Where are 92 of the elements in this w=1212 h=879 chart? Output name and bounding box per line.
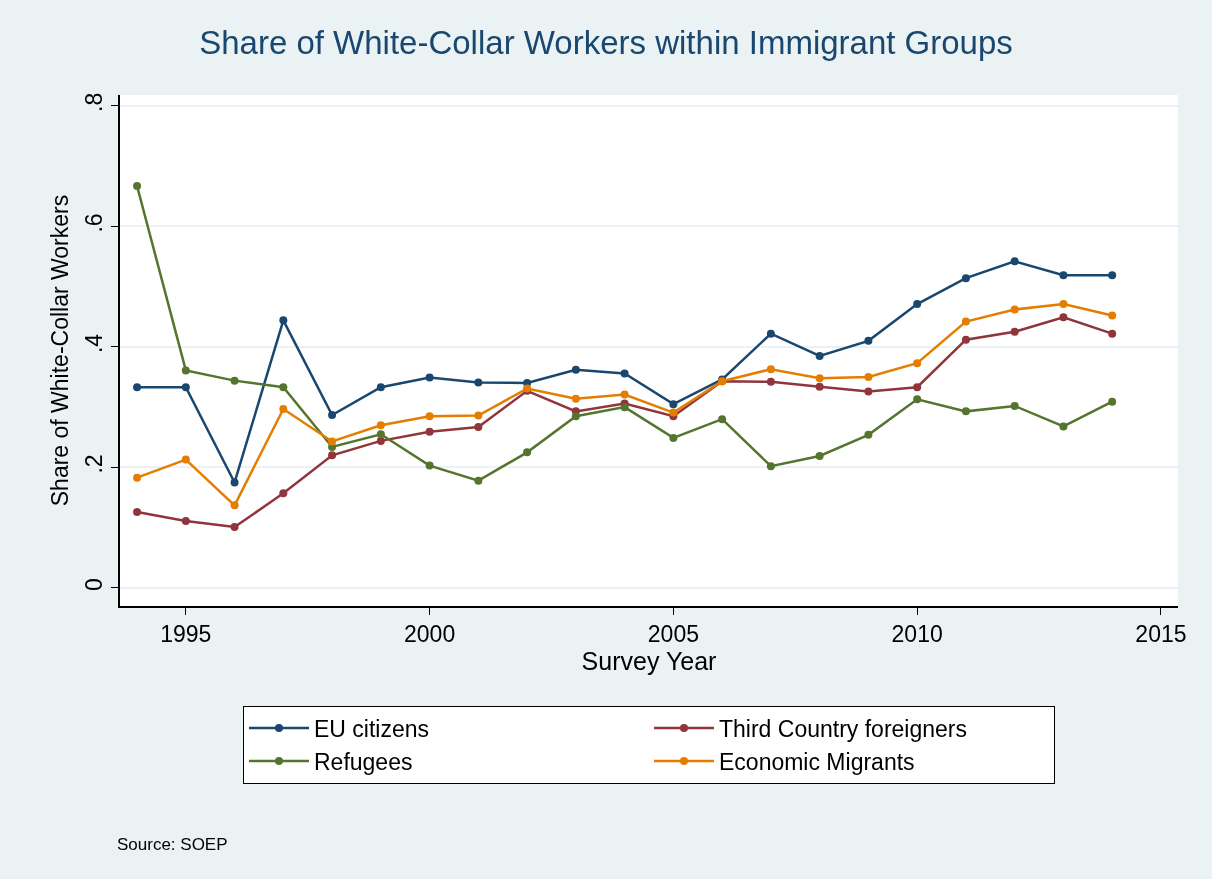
- point: [279, 404, 288, 413]
- point: [1108, 397, 1117, 406]
- x-tick-label: 2005: [647, 621, 699, 648]
- point: [230, 501, 239, 510]
- point: [766, 329, 775, 338]
- legend-label: Third Country foreigners: [719, 716, 967, 743]
- point: [328, 437, 337, 446]
- point: [913, 359, 922, 368]
- point: [961, 335, 970, 344]
- point: [230, 523, 239, 532]
- point: [523, 448, 532, 457]
- point: [230, 376, 239, 385]
- point: [913, 383, 922, 392]
- y-tick-label: .8: [81, 92, 108, 112]
- point: [425, 373, 434, 382]
- point: [571, 365, 580, 374]
- point: [279, 489, 288, 498]
- point: [815, 351, 824, 360]
- point: [961, 274, 970, 283]
- point: [864, 387, 873, 396]
- point: [376, 436, 385, 445]
- point: [913, 300, 922, 309]
- x-axis-title: Survey Year: [581, 647, 717, 676]
- point: [620, 403, 629, 412]
- point: [181, 455, 190, 464]
- y-tick-label: .4: [81, 333, 108, 354]
- point: [279, 316, 288, 325]
- point: [766, 365, 775, 374]
- point: [961, 407, 970, 416]
- point: [376, 421, 385, 430]
- point: [1059, 271, 1068, 280]
- point: [718, 415, 727, 424]
- point: [1010, 257, 1019, 266]
- point: [766, 462, 775, 471]
- point: [328, 410, 337, 419]
- point: [864, 336, 873, 345]
- point: [1108, 311, 1117, 320]
- legend-label: Refugees: [314, 748, 413, 775]
- point: [133, 383, 142, 392]
- legend-label: Economic Migrants: [719, 748, 915, 775]
- y-tick-label: 0: [81, 578, 108, 591]
- point: [425, 412, 434, 421]
- point: [376, 383, 385, 392]
- x-tick-label: 2010: [891, 621, 943, 648]
- point: [1059, 422, 1068, 431]
- point: [1010, 305, 1019, 314]
- point: [669, 408, 678, 417]
- point: [864, 373, 873, 382]
- point: [669, 400, 678, 409]
- point: [474, 423, 483, 432]
- point: [181, 366, 190, 375]
- point: [913, 395, 922, 404]
- y-tick-label: .6: [81, 213, 108, 233]
- x-tick-label: 2000: [404, 621, 456, 648]
- y-axis-title: Share of White-Collar Workers: [47, 194, 73, 507]
- point: [669, 433, 678, 442]
- point: [815, 451, 824, 460]
- point: [1059, 313, 1068, 322]
- point: [230, 478, 239, 487]
- x-tick-label: 2015: [1135, 621, 1187, 648]
- source-note: Source: SOEP: [117, 835, 228, 854]
- point: [279, 383, 288, 392]
- legend-label: EU citizens: [314, 716, 430, 743]
- point: [620, 390, 629, 399]
- point: [328, 451, 337, 460]
- y-tick-label: .2: [81, 454, 108, 474]
- point: [1010, 327, 1019, 336]
- point: [181, 383, 190, 392]
- point: [620, 369, 629, 378]
- point: [864, 430, 873, 439]
- point: [1108, 329, 1117, 338]
- point: [474, 378, 483, 387]
- point: [1059, 300, 1068, 309]
- point: [474, 476, 483, 485]
- point: [133, 473, 142, 482]
- point: [815, 382, 824, 391]
- point: [133, 508, 142, 516]
- chart-title: Share of White-Collar Workers within Immigrant Groups: [199, 23, 1013, 61]
- point: [571, 412, 580, 421]
- point: [815, 374, 824, 383]
- x-tick-label: 1995: [160, 621, 212, 648]
- point: [1010, 401, 1019, 410]
- point: [133, 181, 142, 190]
- point: [425, 461, 434, 470]
- point: [181, 517, 190, 526]
- point: [1108, 271, 1117, 280]
- point: [571, 394, 580, 403]
- point: [474, 411, 483, 420]
- point: [425, 427, 434, 436]
- point: [766, 377, 775, 386]
- point: [376, 430, 385, 439]
- point: [961, 317, 970, 326]
